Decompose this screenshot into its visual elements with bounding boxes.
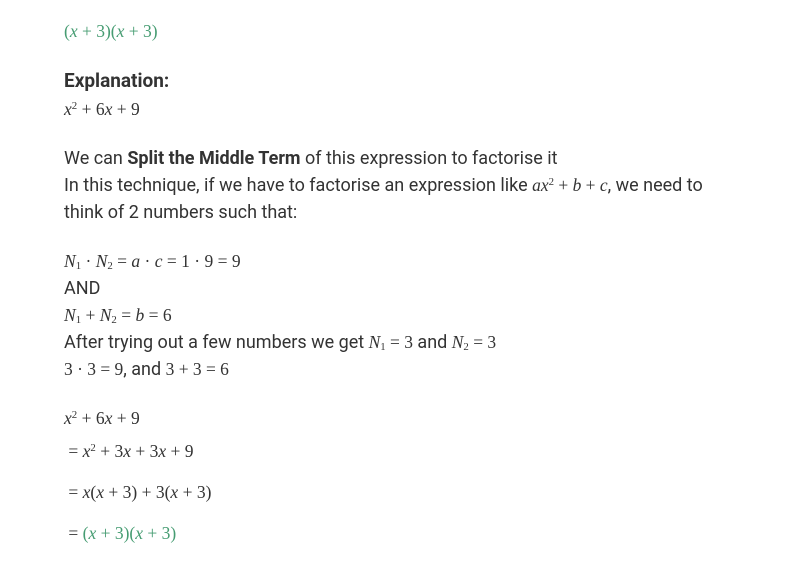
answer-math: (x + 3)(x + 3) [64, 21, 158, 41]
eq-sum: N1 + N2 = b = 6 [64, 305, 172, 325]
step-3-answer: (x + 3)(x + 3) [83, 523, 177, 543]
p1-post: of this expression to factorise it [301, 148, 558, 169]
step-3-eq: = [64, 523, 83, 543]
p3-math2: N2 = 3 [452, 332, 496, 352]
p4-mid: , and [123, 359, 165, 380]
p1-bold: Split the Middle Term [127, 148, 300, 169]
p2-pre: In this technique, if we have to factori… [64, 175, 532, 196]
step-2: = x(x + 3) + 3(x + 3) [64, 482, 211, 502]
expr-math: x2 + 6x + 9 [64, 99, 140, 119]
p2-math: ax2 + b + c [532, 175, 607, 195]
p3-mid: and [413, 332, 452, 353]
p1-pre: We can [64, 148, 127, 169]
eq-product: N1 · N2 = a · c = 1 · 9 = 9 [64, 251, 241, 271]
and-label: AND [64, 278, 100, 299]
derivation-steps: x2 + 6x + 9 = x2 + 3x + 3x + 9 = x(x + 3… [64, 405, 723, 547]
conditions-block: N1 · N2 = a · c = 1 · 9 = 9 AND N1 + N2 … [64, 248, 723, 383]
p3-pre: After trying out a few numbers we get [64, 332, 369, 353]
p4-math1: 3 · 3 = 9 [64, 359, 123, 379]
answer-expression: (x + 3)(x + 3) [64, 18, 723, 45]
paragraph-split-middle: We can Split the Middle Term of this exp… [64, 145, 723, 226]
p3-math1: N1 = 3 [369, 332, 413, 352]
explanation-heading: Explanation: [64, 67, 723, 96]
step-1: = x2 + 3x + 3x + 9 [64, 441, 194, 461]
step-0: x2 + 6x + 9 [64, 408, 140, 428]
explanation-body: (x + 3)(x + 3) Explanation: x2 + 6x + 9 … [0, 0, 787, 577]
p4-math2: 3 + 3 = 6 [166, 359, 229, 379]
original-expression: x2 + 6x + 9 [64, 96, 723, 123]
